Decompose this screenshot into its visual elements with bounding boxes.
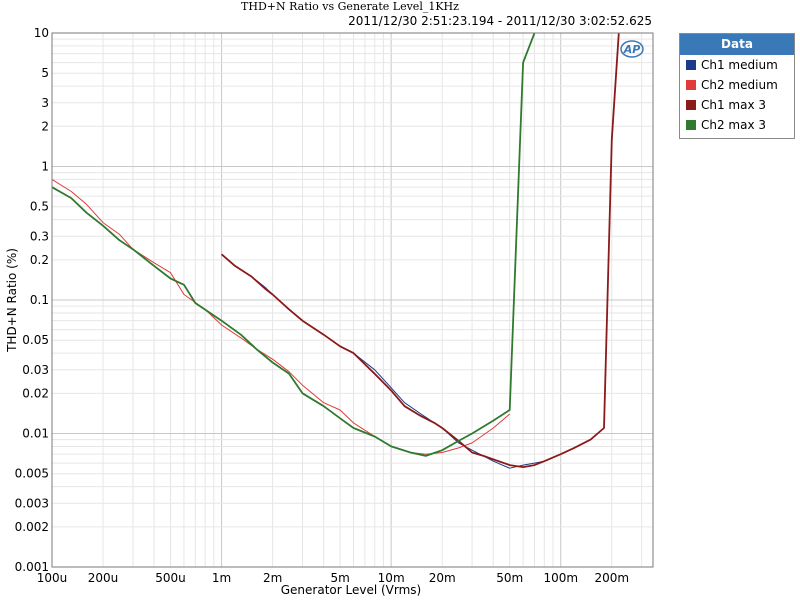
legend-swatch	[686, 60, 696, 70]
y-tick-label: 0.1	[30, 293, 49, 307]
legend-label: Ch1 medium	[701, 58, 778, 72]
series-line-2	[52, 178, 511, 455]
y-tick-label: 2	[41, 119, 49, 133]
legend-item-ch2-max3[interactable]: Ch2 max 3	[680, 115, 794, 135]
y-tick-label: 0.005	[15, 467, 49, 481]
legend-title: Data	[680, 34, 794, 55]
audio-precision-logo-icon: AP	[620, 40, 644, 58]
y-tick-label: 0.03	[22, 363, 49, 377]
x-tick-label: 5m	[330, 571, 349, 585]
y-tick-label: 0.2	[30, 253, 49, 267]
y-tick-label: 0.05	[22, 333, 49, 347]
svg-text:AP: AP	[623, 43, 641, 56]
legend-label: Ch2 max 3	[701, 118, 767, 132]
y-tick-label: 5	[41, 66, 49, 80]
x-tick-label: 100u	[37, 571, 68, 585]
y-axis-label: THD+N Ratio (%)	[5, 248, 19, 353]
x-tick-label: 10m	[378, 571, 405, 585]
grid	[51, 32, 653, 568]
plot-frame	[51, 32, 654, 568]
y-tick-label: 0.3	[30, 229, 49, 243]
legend-label: Ch2 medium	[701, 78, 778, 92]
series-line-1	[221, 33, 620, 469]
legend-swatch	[686, 80, 696, 90]
legend-swatch	[686, 100, 696, 110]
legend-label: Ch1 max 3	[701, 98, 767, 112]
legend-item-ch2-medium[interactable]: Ch2 medium	[680, 75, 794, 95]
legend: Data Ch1 medium Ch2 medium Ch1 max 3 Ch2…	[679, 33, 795, 139]
series-line-4	[52, 33, 536, 457]
x-axis-label: Generator Level (Vrms)	[281, 583, 421, 597]
x-tick-label: 100m	[543, 571, 578, 585]
y-tick-label: 0.001	[15, 560, 49, 574]
y-tick-label: 0.01	[22, 427, 49, 441]
chart-title: THD+N Ratio vs Generate Level_1KHz	[241, 0, 459, 13]
legend-item-ch1-max3[interactable]: Ch1 max 3	[680, 95, 794, 115]
x-tick-label: 2m	[263, 571, 282, 585]
x-tick-label: 200u	[88, 571, 119, 585]
x-tick-label: 500u	[155, 571, 186, 585]
y-tick-label: 0.003	[15, 496, 49, 510]
y-tick-label: 10	[34, 26, 49, 40]
x-tick-label: 1m	[212, 571, 231, 585]
y-tick-label: 0.002	[15, 520, 49, 534]
chart-subtitle: 2011/12/30 2:51:23.194 - 2011/12/30 3:02…	[348, 14, 652, 28]
legend-item-ch1-medium[interactable]: Ch1 medium	[680, 55, 794, 75]
y-tick-label: 0.5	[30, 200, 49, 214]
tick-labels: 100u 200u 500u 1m 2m 5m 10m 20m 50m 100m 200m 10 5 3 2…	[15, 26, 629, 585]
series-layer	[52, 33, 620, 469]
series-line-3	[221, 33, 620, 469]
y-tick-label: 0.02	[22, 386, 49, 400]
x-tick-label: 20m	[429, 571, 456, 585]
y-tick-label: 1	[41, 160, 49, 174]
x-tick-label: 50m	[496, 571, 523, 585]
x-tick-label: 200m	[594, 571, 629, 585]
y-tick-label: 3	[41, 96, 49, 110]
legend-swatch	[686, 120, 696, 130]
